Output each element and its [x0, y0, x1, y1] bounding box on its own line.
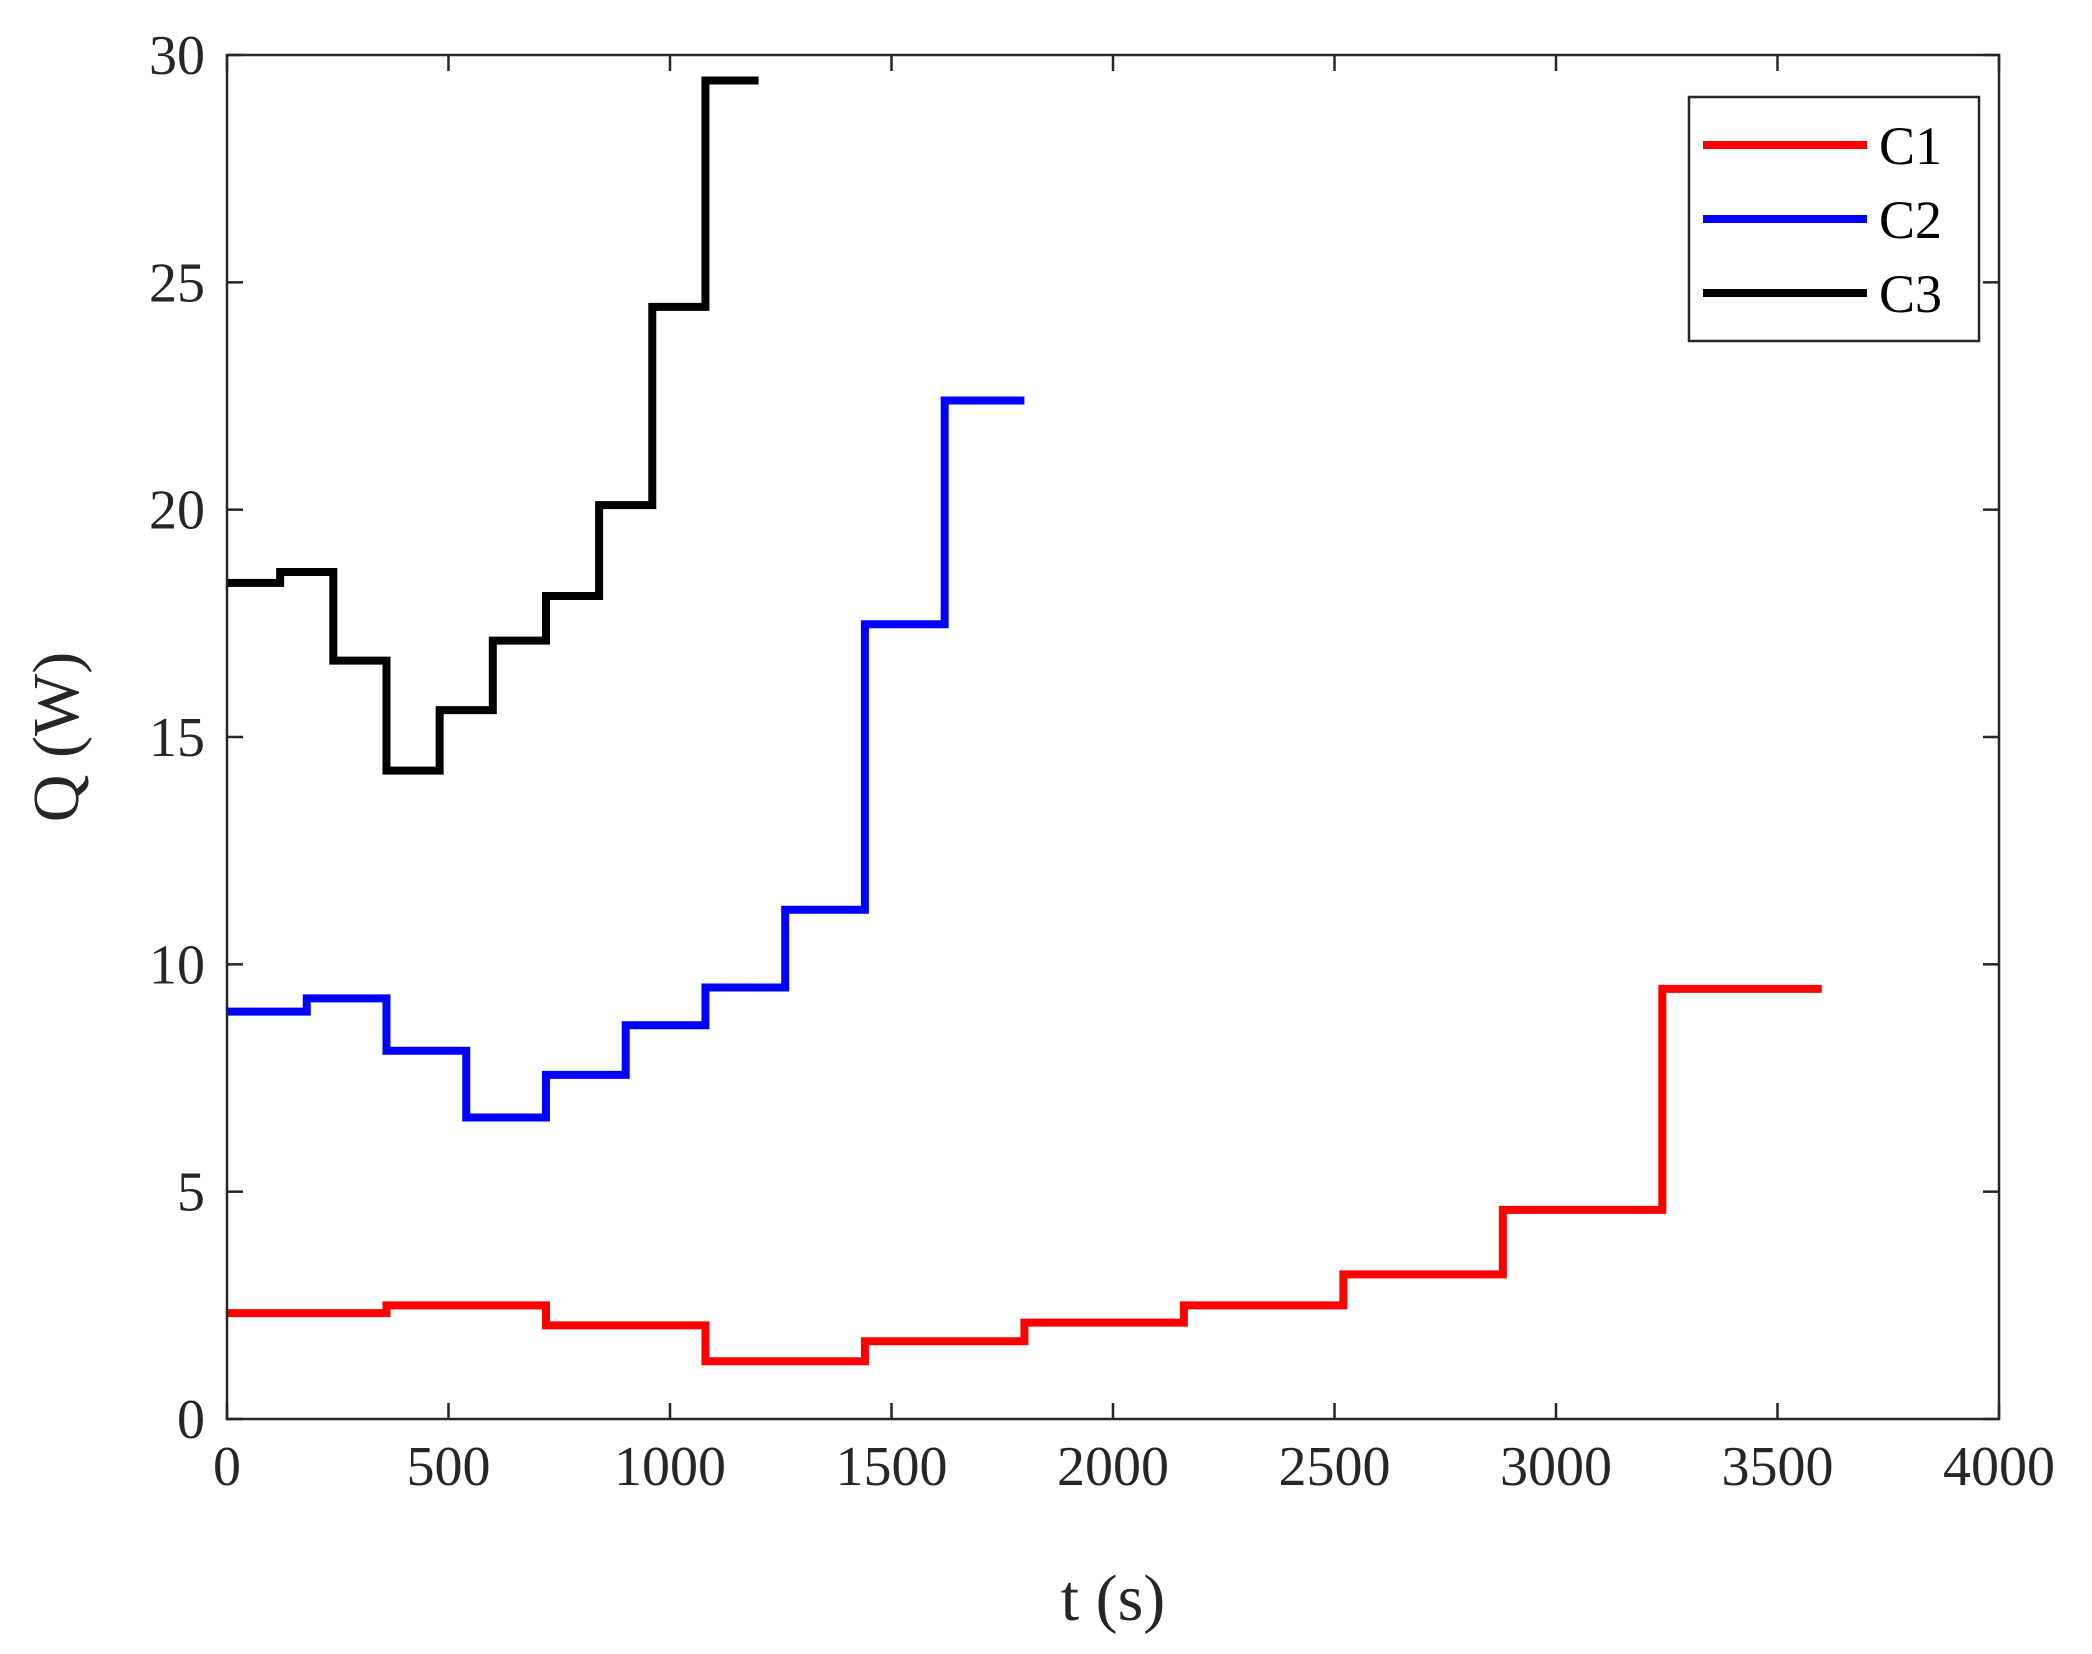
y-tick-label: 10 [149, 934, 205, 996]
plot-frame [225, 53, 2001, 1421]
y-tick-label: 30 [149, 25, 205, 87]
x-tick-label: 1000 [614, 1436, 726, 1498]
x-tick-label: 3000 [1500, 1436, 1612, 1498]
x-tick-label: 1500 [836, 1436, 948, 1498]
data-line [227, 984, 1822, 1366]
y-tick-label: 20 [149, 480, 205, 542]
x-tick-label: 0 [213, 1436, 241, 1498]
y-axis-label: Q (W) [20, 652, 93, 822]
legend-label: C1 [1879, 116, 1942, 176]
legend-label: C2 [1879, 190, 1942, 250]
y-tick-label: 5 [177, 1162, 205, 1224]
x-tick-label: 2500 [1279, 1436, 1391, 1498]
y-tick-label: 15 [149, 707, 205, 769]
x-tick-label: 500 [407, 1436, 491, 1498]
data-line [227, 396, 1025, 1122]
y-tick-label: 0 [177, 1389, 205, 1451]
y-tick-label: 25 [149, 252, 205, 314]
data-line [227, 76, 759, 775]
x-tick-label: 3500 [1722, 1436, 1834, 1498]
x-tick-label: 2000 [1057, 1436, 1169, 1498]
x-axis-label: t (s) [1061, 1562, 1165, 1635]
x-tick-label: 4000 [1943, 1436, 2055, 1498]
legend-label: C3 [1879, 264, 1942, 324]
